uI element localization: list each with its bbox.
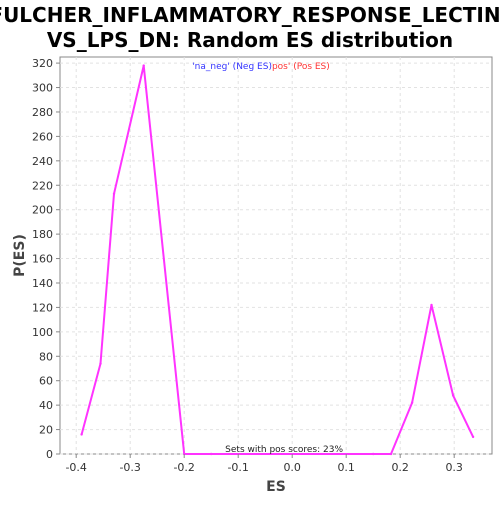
x-tick-label: -0.2 [173,461,194,474]
y-tick-label: 20 [39,424,53,437]
chart-title-line-1: FULCHER_INFLAMMATORY_RESPONSE_LECTIN_ [0,3,500,27]
y-tick-label: 120 [32,301,53,314]
y-tick-label: 260 [32,130,53,143]
series-point [372,452,375,456]
y-tick-label: 200 [32,204,53,217]
y-axis: 0 20 40 60 80 100 120 140 160 180 200 220 240 260 280 3… [32,57,60,461]
series-point [80,433,83,436]
y-tick-label: 40 [39,399,53,412]
y-tick-label: 80 [39,350,53,363]
x-tick-label: 0.2 [391,461,409,474]
x-tick-label: 0.3 [445,461,463,474]
series-point [410,401,414,404]
grid [60,57,492,455]
series-point [389,452,393,456]
y-tick-label: 280 [32,106,53,119]
y-tick-label: 220 [32,179,53,192]
y-tick-label: 100 [32,326,53,339]
y-tick-label: 140 [32,277,53,290]
y-tick-label: 300 [32,82,53,95]
series-point [112,192,116,196]
series-point [430,303,433,307]
x-tick-label: 0.1 [337,461,355,474]
legend-pos-label: pos' (Pos ES) [272,62,330,72]
series-point [451,394,455,397]
x-tick-label: -0.1 [227,461,248,474]
pos-score-annotation: Sets with pos scores: 23% [225,445,343,455]
legend-text: 'na_neg' (Neg ES)pos' (Pos ES) [192,62,330,72]
chart-title-line-2: VS_LPS_DN: Random ES distribution [47,28,453,52]
y-tick-label: 160 [32,253,53,266]
x-axis-label: ES [266,479,286,495]
series-point [99,362,102,365]
y-tick-label: 0 [46,448,53,461]
y-tick-label: 180 [32,228,53,241]
y-tick-label: 60 [39,375,53,388]
x-tick-label: -0.4 [65,461,86,474]
y-axis-label: P(ES) [12,234,28,277]
x-tick-label: -0.3 [119,461,140,474]
y-tick-label: 320 [32,57,53,70]
series-point [471,435,475,439]
series-point [142,64,145,67]
legend: 'na_neg' (Neg ES)pos' (Pos ES) [192,62,330,72]
x-tick-label: 0.0 [283,461,301,474]
plot-background [59,56,493,455]
legend-neg-label: 'na_neg' (Neg ES) [192,62,272,72]
series-point [210,452,213,456]
y-tick-label: 240 [32,155,53,168]
x-axis: -0.4 -0.3 -0.2 -0.1 0.0 0.1 0.2 0.3 [65,454,463,474]
plot-area: 'na_neg' (Neg ES)pos' (Pos ES) Sets with… [59,56,493,456]
